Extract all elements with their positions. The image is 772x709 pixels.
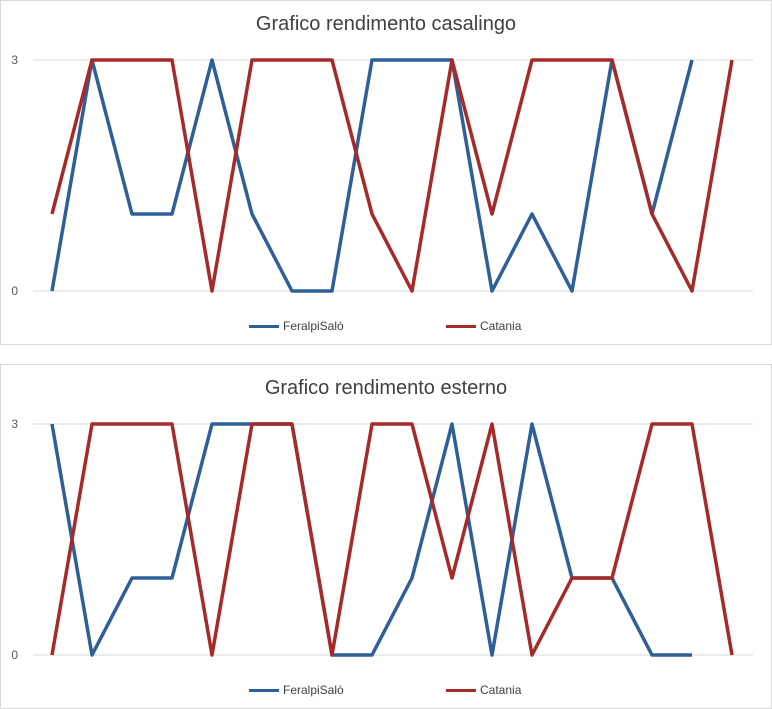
series-line-catania [50, 58, 734, 293]
legend-swatch [249, 688, 279, 692]
line-chart-away: 03 [11, 417, 753, 662]
chart-title: Grafico rendimento esterno [264, 377, 508, 399]
legend-label: FeralpiSalò [283, 319, 344, 333]
y-tick-label: 0 [11, 648, 18, 662]
series-line-feralpisalo [50, 422, 692, 657]
legend-item-catania: Catania [446, 319, 521, 333]
legend-item-catania: Catania [446, 683, 521, 697]
legend-swatch [249, 324, 279, 328]
series-line-feralpisalo [50, 58, 694, 293]
legend-item-feralpisalo: FeralpiSalò [249, 319, 344, 333]
legend-swatch [446, 688, 476, 692]
legend-item-feralpisalo: FeralpiSalò [249, 683, 344, 697]
legend-swatch [446, 324, 476, 328]
legend-label: FeralpiSalò [283, 683, 344, 697]
legend-label: Catania [480, 319, 522, 333]
chart-title: Grafico rendimento casalingo [255, 13, 517, 35]
line-chart-home: 03 [11, 53, 753, 298]
legend-label: Catania [480, 683, 522, 697]
y-tick-label: 3 [11, 53, 18, 67]
y-tick-label: 0 [11, 284, 18, 298]
legend: FeralpiSalò Catania [1, 319, 771, 335]
y-tick-label: 3 [11, 417, 18, 431]
legend: FeralpiSalò Catania [1, 683, 771, 699]
series-line-catania [50, 422, 734, 657]
